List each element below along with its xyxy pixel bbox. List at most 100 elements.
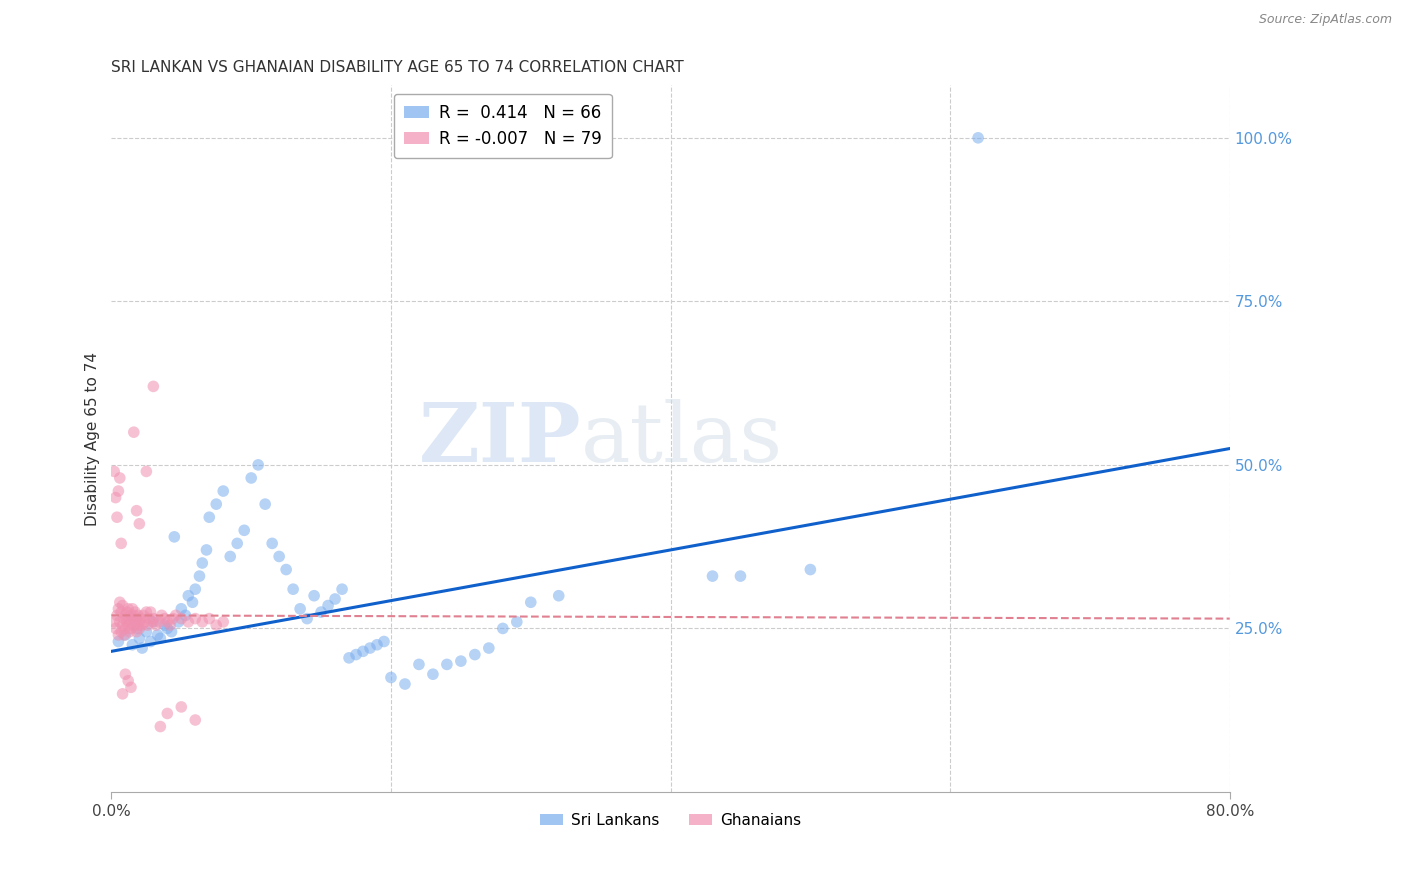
Point: [352, 644, 374, 658]
Point: [128, 632, 150, 646]
Point: [302, 589, 325, 603]
Point: [281, 582, 304, 597]
Point: [547, 589, 569, 603]
Point: [117, 618, 139, 632]
Point: [184, 713, 207, 727]
Point: [212, 615, 235, 629]
Point: [132, 608, 155, 623]
Point: [149, 632, 172, 646]
Point: [205, 497, 228, 511]
Point: [115, 605, 138, 619]
Point: [111, 687, 134, 701]
Point: [127, 608, 149, 623]
Point: [247, 458, 270, 472]
Point: [269, 549, 291, 564]
Point: [117, 602, 139, 616]
Point: [288, 602, 311, 616]
Point: [702, 569, 724, 583]
Point: [359, 641, 381, 656]
Point: [170, 602, 193, 616]
Point: [730, 569, 752, 583]
Point: [111, 599, 134, 613]
Point: [138, 612, 160, 626]
Point: [422, 667, 444, 681]
Point: [520, 595, 543, 609]
Point: [124, 615, 146, 629]
Point: [380, 671, 402, 685]
Point: [110, 536, 132, 550]
Point: [127, 618, 149, 632]
Point: [156, 615, 179, 629]
Point: [309, 605, 332, 619]
Point: [108, 471, 131, 485]
Point: [464, 648, 486, 662]
Point: [135, 465, 157, 479]
Point: [122, 618, 145, 632]
Point: [344, 648, 367, 662]
Point: [478, 641, 501, 656]
Point: [373, 634, 395, 648]
Point: [115, 615, 138, 629]
Point: [276, 563, 298, 577]
Point: [408, 657, 430, 672]
Point: [121, 638, 143, 652]
Y-axis label: Disability Age 65 to 74: Disability Age 65 to 74: [86, 351, 100, 525]
Point: [112, 628, 135, 642]
Point: [136, 618, 159, 632]
Point: [148, 615, 170, 629]
Point: [105, 608, 128, 623]
Point: [117, 673, 139, 688]
Point: [149, 720, 172, 734]
Point: [114, 628, 136, 642]
Point: [506, 615, 529, 629]
Point: [156, 622, 179, 636]
Point: [450, 654, 472, 668]
Point: [122, 608, 145, 623]
Point: [212, 484, 235, 499]
Point: [120, 622, 142, 636]
Point: [366, 638, 388, 652]
Point: [191, 556, 214, 570]
Point: [134, 615, 156, 629]
Point: [492, 622, 515, 636]
Point: [125, 612, 148, 626]
Point: [139, 634, 162, 648]
Point: [436, 657, 458, 672]
Point: [120, 681, 142, 695]
Point: [128, 516, 150, 531]
Point: [141, 615, 163, 629]
Point: [131, 618, 153, 632]
Point: [135, 624, 157, 639]
Point: [114, 667, 136, 681]
Text: ZIP: ZIP: [419, 399, 581, 479]
Point: [295, 612, 318, 626]
Point: [110, 605, 132, 619]
Point: [337, 651, 360, 665]
Point: [124, 605, 146, 619]
Point: [110, 624, 132, 639]
Point: [799, 563, 821, 577]
Point: [139, 605, 162, 619]
Point: [195, 543, 218, 558]
Point: [240, 471, 263, 485]
Point: [316, 599, 339, 613]
Point: [165, 608, 187, 623]
Point: [142, 612, 165, 626]
Point: [121, 602, 143, 616]
Point: [159, 618, 181, 632]
Point: [142, 615, 165, 629]
Point: [104, 491, 127, 505]
Point: [142, 379, 165, 393]
Point: [205, 618, 228, 632]
Point: [394, 677, 416, 691]
Point: [177, 589, 200, 603]
Point: [118, 612, 141, 626]
Point: [103, 465, 125, 479]
Point: [104, 622, 127, 636]
Point: [105, 510, 128, 524]
Point: [121, 612, 143, 626]
Point: [170, 612, 193, 626]
Point: [174, 608, 197, 623]
Point: [131, 641, 153, 656]
Point: [160, 624, 183, 639]
